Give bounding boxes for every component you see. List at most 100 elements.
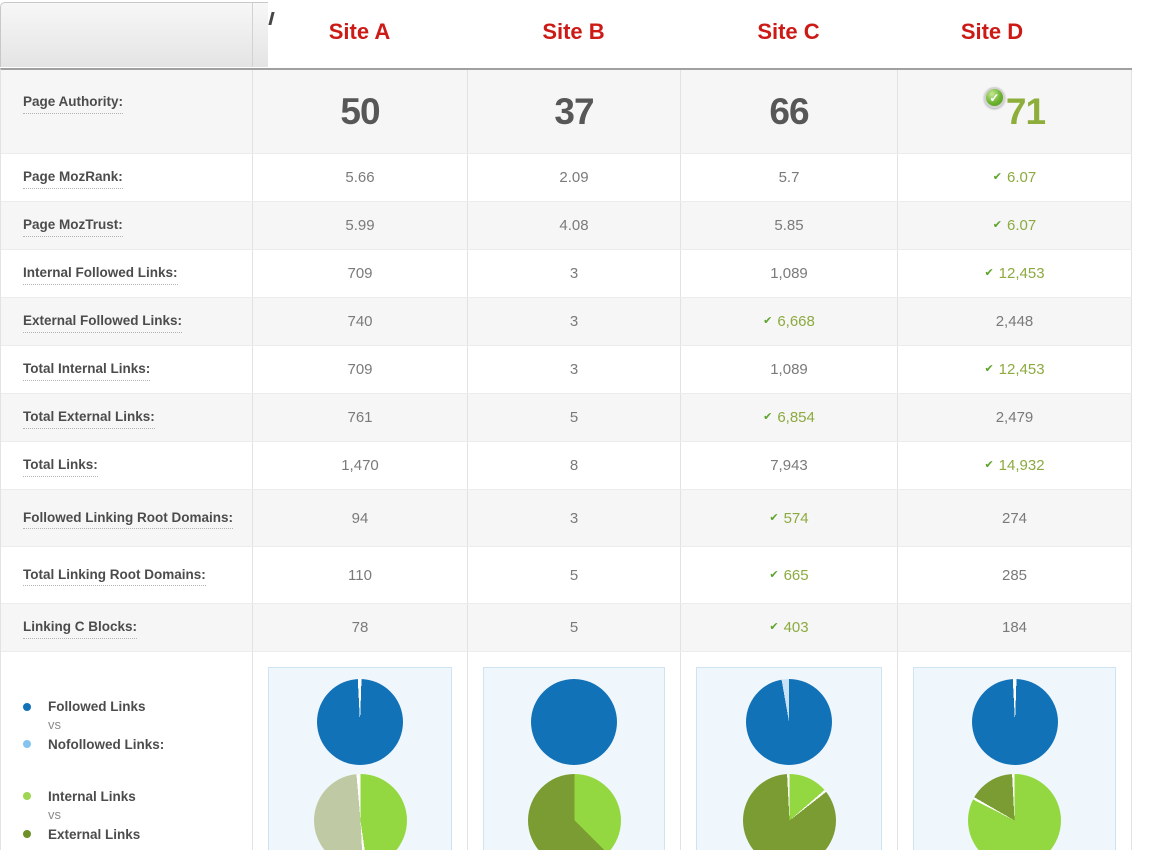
metric-value: 574	[783, 509, 809, 527]
row-label: Internal Followed Links:	[23, 262, 178, 285]
metric-value-cell: 37	[468, 70, 681, 153]
metric-value-cell: 8	[468, 442, 681, 489]
metric-value-cell: 5	[468, 547, 681, 603]
table-row: Followed Linking Root Domains: 94 3 ✔ 574 274	[1, 490, 1132, 547]
internal-links-dot-icon	[23, 792, 31, 801]
metric-value-cell: 78	[253, 604, 468, 651]
check-icon: ✔	[769, 621, 779, 633]
metric-value: 5	[569, 619, 579, 636]
check-icon: ✔	[984, 363, 994, 375]
metric-value-cell: ✔ 6,668	[681, 298, 898, 345]
metric-value-cell: 1,470	[253, 442, 468, 489]
row-label-cell: Total Linking Root Domains:	[1, 547, 253, 603]
metric-value: 5.85	[774, 217, 804, 234]
metric-value-cell: 94	[253, 490, 468, 546]
metric-value-cell: 274	[898, 490, 1132, 546]
metric-value-cell: 3	[468, 346, 681, 393]
table-row: Page MozTrust: 5.99 4.08 5.85 ✔ 6.07	[1, 202, 1132, 250]
legend-vs-text: vs	[48, 806, 61, 822]
metric-value-cell: 4.08	[468, 202, 681, 249]
row-label-cell: Followed Linking Root Domains:	[1, 490, 253, 546]
pie-box	[913, 667, 1116, 850]
table-row: Page MozRank: 5.66 2.09 5.7 ✔ 6.07	[1, 154, 1132, 202]
metric-value-cell: 110	[253, 547, 468, 603]
legend-nofollowed-label: Nofollowed Links:	[48, 736, 165, 752]
legend-external-label: External Links	[48, 826, 141, 842]
internal-vs-external-pie	[527, 774, 621, 850]
table-row: External Followed Links: 740 3 ✔ 6,668 2,448	[1, 298, 1132, 346]
metric-value-cell: ✔ 12,453	[898, 250, 1132, 297]
row-label-cell: Internal Followed Links:	[1, 250, 253, 297]
row-label-cell: Total Links:	[1, 442, 253, 489]
metric-value: 50	[340, 90, 380, 132]
metric-value: 3	[569, 313, 579, 330]
row-label-cell: Total Internal Links:	[1, 346, 253, 393]
metric-value: 184	[1001, 619, 1028, 636]
metric-value-cell: ✔ 574	[681, 490, 898, 546]
metric-value: 285	[1001, 566, 1028, 584]
followed-links-dot-icon	[23, 702, 31, 711]
metric-value-cell: 5	[468, 394, 681, 441]
followed-vs-nofollowed-pie	[971, 679, 1058, 765]
metric-value-cell: 3	[468, 250, 681, 297]
metric-value: 78	[351, 619, 369, 636]
metric-value-cell: 5	[468, 604, 681, 651]
legend-vs-text: vs	[48, 717, 61, 732]
metric-value: 14,932	[998, 457, 1045, 474]
metric-value: 71	[1005, 90, 1046, 132]
row-label-cell: Page MozRank:	[1, 154, 253, 201]
metric-value: 2,448	[995, 313, 1034, 330]
table-row: Internal Followed Links: 709 3 1,089 ✔ 12,453	[1, 250, 1132, 298]
metric-value: 66	[769, 90, 809, 132]
followed-vs-nofollowed-pie	[746, 679, 832, 765]
pie-box	[483, 667, 665, 850]
row-label: Page Authority:	[23, 91, 124, 114]
metric-value-cell: 5.85	[681, 202, 898, 249]
row-label-cell: External Followed Links:	[1, 298, 253, 345]
row-label: Total Linking Root Domains:	[23, 564, 206, 587]
metric-value: 7,943	[770, 457, 808, 474]
metric-value-cell: 761	[253, 394, 468, 441]
check-icon: ✔	[769, 568, 779, 581]
row-label-cell: Page Authority:	[1, 70, 253, 153]
metric-value: 1,089	[770, 265, 808, 282]
metric-value-cell: ✔ 6.07	[898, 202, 1132, 249]
table-row: Page Authority: 50 37 66 ✓ 71	[1, 70, 1132, 154]
check-icon: ✔	[984, 267, 994, 279]
metric-value: 6.07	[1007, 217, 1037, 234]
metric-value-cell: 7,943	[681, 442, 898, 489]
metric-value-cell: 709	[253, 250, 468, 297]
legend-external-row: External Links	[23, 827, 140, 842]
legend-nofollowed-row: Nofollowed Links:	[23, 737, 164, 752]
metric-value-cell: ✔ 6,854	[681, 394, 898, 441]
external-links-dot-icon	[23, 830, 31, 839]
metric-value: 37	[554, 90, 594, 132]
metric-value-cell: 5.66	[253, 154, 468, 201]
pie-box	[268, 667, 452, 850]
metric-value: 2,479	[995, 409, 1034, 426]
metric-value-cell: 285	[898, 547, 1132, 603]
check-badge-icon: ✓	[983, 87, 1005, 108]
metric-value: 8	[569, 457, 579, 474]
pie-cell-site-c	[681, 652, 898, 850]
metric-value: 761	[347, 409, 373, 426]
internal-vs-external-pie	[968, 774, 1061, 850]
metric-value-cell: ✔ 12,453	[898, 346, 1132, 393]
row-label: Total Internal Links:	[23, 358, 151, 381]
metric-value-cell: ✓ 71	[898, 70, 1132, 153]
row-label: Page MozRank:	[23, 166, 123, 189]
internal-vs-external-pie	[313, 774, 407, 850]
metric-value: 1,470	[341, 457, 379, 474]
site-b-column-label: Site B	[542, 19, 605, 44]
metric-value-cell: 1,089	[681, 346, 898, 393]
metric-value-cell: 709	[253, 346, 468, 393]
pie-cell-site-a	[253, 652, 468, 850]
pie-box	[696, 667, 882, 850]
row-label: External Followed Links:	[23, 310, 183, 333]
metric-value-cell: 50	[253, 70, 468, 153]
metric-value-cell: 5.7	[681, 154, 898, 201]
check-icon: ✔	[769, 511, 779, 524]
legend-followed-label: Followed Links	[48, 699, 146, 714]
metric-value-cell: 1,089	[681, 250, 898, 297]
